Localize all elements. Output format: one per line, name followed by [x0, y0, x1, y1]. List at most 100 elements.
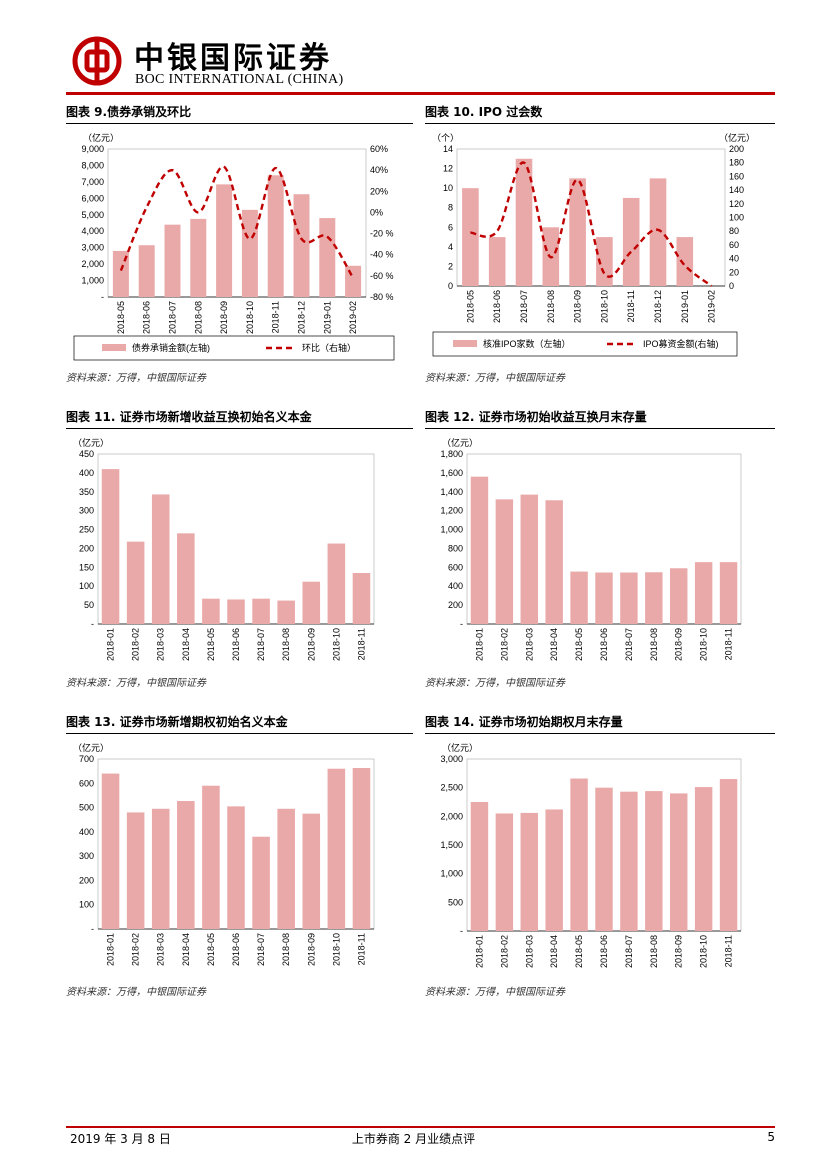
bar	[719, 779, 738, 931]
x-tick-label: 2018-07	[624, 628, 634, 661]
x-tick-label: 2018-12	[297, 301, 307, 334]
x-tick-label: 2018-08	[649, 628, 659, 661]
x-tick-label: 2019-02	[707, 290, 717, 323]
y-unit-label: （个）	[432, 133, 459, 143]
bar	[495, 499, 514, 624]
x-tick-label: 2018-09	[219, 301, 229, 334]
y-tick-label: 800	[448, 543, 463, 553]
y-tick-label: 1,000	[440, 869, 463, 879]
bar	[352, 573, 371, 624]
x-tick-label: 2018-08	[281, 628, 291, 661]
line-series	[119, 165, 355, 279]
x-tick-label: 2018-06	[231, 933, 241, 966]
y-tick-label: 200	[79, 543, 94, 553]
bar	[495, 813, 514, 931]
chart-svg: （个） （亿元）024681012140204060801001201401601…	[432, 132, 755, 357]
y2-tick-label: 0%	[370, 207, 383, 217]
x-tick-label: 2018-02	[131, 933, 141, 966]
title-divider	[425, 733, 775, 734]
chart-panel-14: 图表 14. 证券市场初始期权月末存量 （亿元） - 500 1,000 1,500 2,…	[425, 713, 775, 1003]
bar	[520, 812, 538, 931]
bar	[151, 494, 170, 624]
y2-tick-label: -60 %	[370, 271, 394, 281]
y-tick-label: 6,000	[81, 193, 104, 203]
x-tick-label: 2018-07	[256, 628, 266, 661]
x-tick-label: 2018-07	[624, 935, 634, 968]
x-tick-label: 2018-04	[181, 933, 191, 966]
x-tick-label: 2018-01	[474, 935, 484, 968]
bar	[352, 767, 371, 929]
x-tick-label: 2018-03	[524, 628, 534, 661]
x-tick-label: 2018-11	[724, 628, 734, 660]
bar	[645, 572, 663, 624]
x-tick-label: 2019-02	[348, 301, 358, 334]
y-tick-label: 3,000	[440, 754, 463, 764]
bar	[151, 808, 170, 929]
y2-tick-label: 40%	[370, 165, 388, 175]
x-tick-label: 2018-09	[674, 935, 684, 968]
y-unit-label: （亿元）	[442, 742, 478, 753]
x-tick-label: 2018-06	[142, 301, 152, 334]
source-note: 资料来源：万得，中银国际证券	[66, 373, 206, 384]
legend-box	[432, 331, 738, 357]
y2-tick-label: 160	[729, 171, 744, 181]
y-tick-label: 350	[79, 487, 94, 497]
y-tick-label: 500	[79, 803, 94, 813]
y-tick-label: 1,600	[440, 468, 463, 478]
y-tick-label: 50	[84, 600, 94, 610]
bar	[190, 218, 207, 297]
x-tick-label: 2018-06	[492, 290, 502, 323]
y-tick-label: 3,000	[81, 243, 104, 253]
bar	[277, 808, 295, 929]
chart-title: 图表 13. 证券市场新增期权初始名义本金	[66, 715, 288, 729]
bar	[252, 598, 270, 624]
footer-divider	[66, 1126, 775, 1128]
chart-title: 图表 10. IPO 过会数	[425, 105, 543, 119]
x-tick-label: 2018-06	[231, 628, 241, 661]
bar	[164, 224, 181, 297]
chart-svg: （亿元） - 50 100 150 200 250 300 350 400 450 2018-01 20…	[73, 437, 375, 661]
y-tick-label: 10	[443, 183, 453, 193]
bar	[694, 562, 713, 624]
y2-tick-label: 180	[729, 158, 744, 168]
bar	[515, 158, 533, 286]
bar	[620, 572, 638, 624]
legend-bar-swatch	[453, 340, 477, 347]
x-tick-label: 2018-08	[649, 935, 659, 968]
bar	[327, 543, 346, 624]
y-unit-label: （亿元）	[83, 132, 119, 143]
footer-date: 2019 年 3 月 8 日	[70, 1132, 171, 1146]
source-note: 资料来源：万得，中银国际证券	[425, 678, 565, 689]
y-tick-label: 1,200	[440, 506, 463, 516]
report-header: 中银国际证券 BOC INTERNATIONAL (CHINA)	[0, 0, 827, 100]
line-series	[470, 161, 713, 287]
x-tick-label: 2019-01	[322, 301, 332, 334]
y-tick-label: 600	[448, 562, 463, 572]
x-tick-label: 2018-01	[106, 628, 116, 661]
y2-tick-label: -40 %	[370, 250, 394, 260]
y-tick-label: 1,400	[440, 487, 463, 497]
y-tick-label: 2,000	[81, 259, 104, 269]
x-tick-label: 2018-07	[519, 290, 529, 323]
y2-tick-label: 20%	[370, 186, 388, 196]
bar	[470, 802, 489, 931]
title-divider	[66, 123, 413, 124]
y-tick-label: 2	[448, 261, 453, 271]
chart-panel-13: 图表 13. 证券市场新增期权初始名义本金 （亿元） - 100 200 300 400 5…	[66, 713, 413, 1003]
bar	[202, 785, 220, 929]
x-tick-label: 2018-05	[116, 301, 126, 334]
chart-title: 图表 12. 证券市场初始收益互换月末存量	[425, 410, 647, 424]
x-tick-label: 2018-09	[573, 290, 583, 323]
bar	[101, 469, 120, 624]
source-note: 资料来源：万得，中银国际证券	[425, 987, 565, 998]
y2-tick-label: -20 %	[370, 229, 394, 239]
bar	[319, 218, 336, 297]
y2-tick-label: 60%	[370, 144, 388, 154]
source-note: 资料来源：万得，中银国际证券	[66, 987, 206, 998]
y-tick-label: 200	[448, 600, 463, 610]
bar	[622, 197, 640, 286]
title-divider	[66, 428, 413, 429]
y2-unit-label: （亿元）	[719, 132, 755, 143]
x-tick-label: 2018-02	[499, 935, 509, 968]
title-divider	[425, 123, 775, 124]
